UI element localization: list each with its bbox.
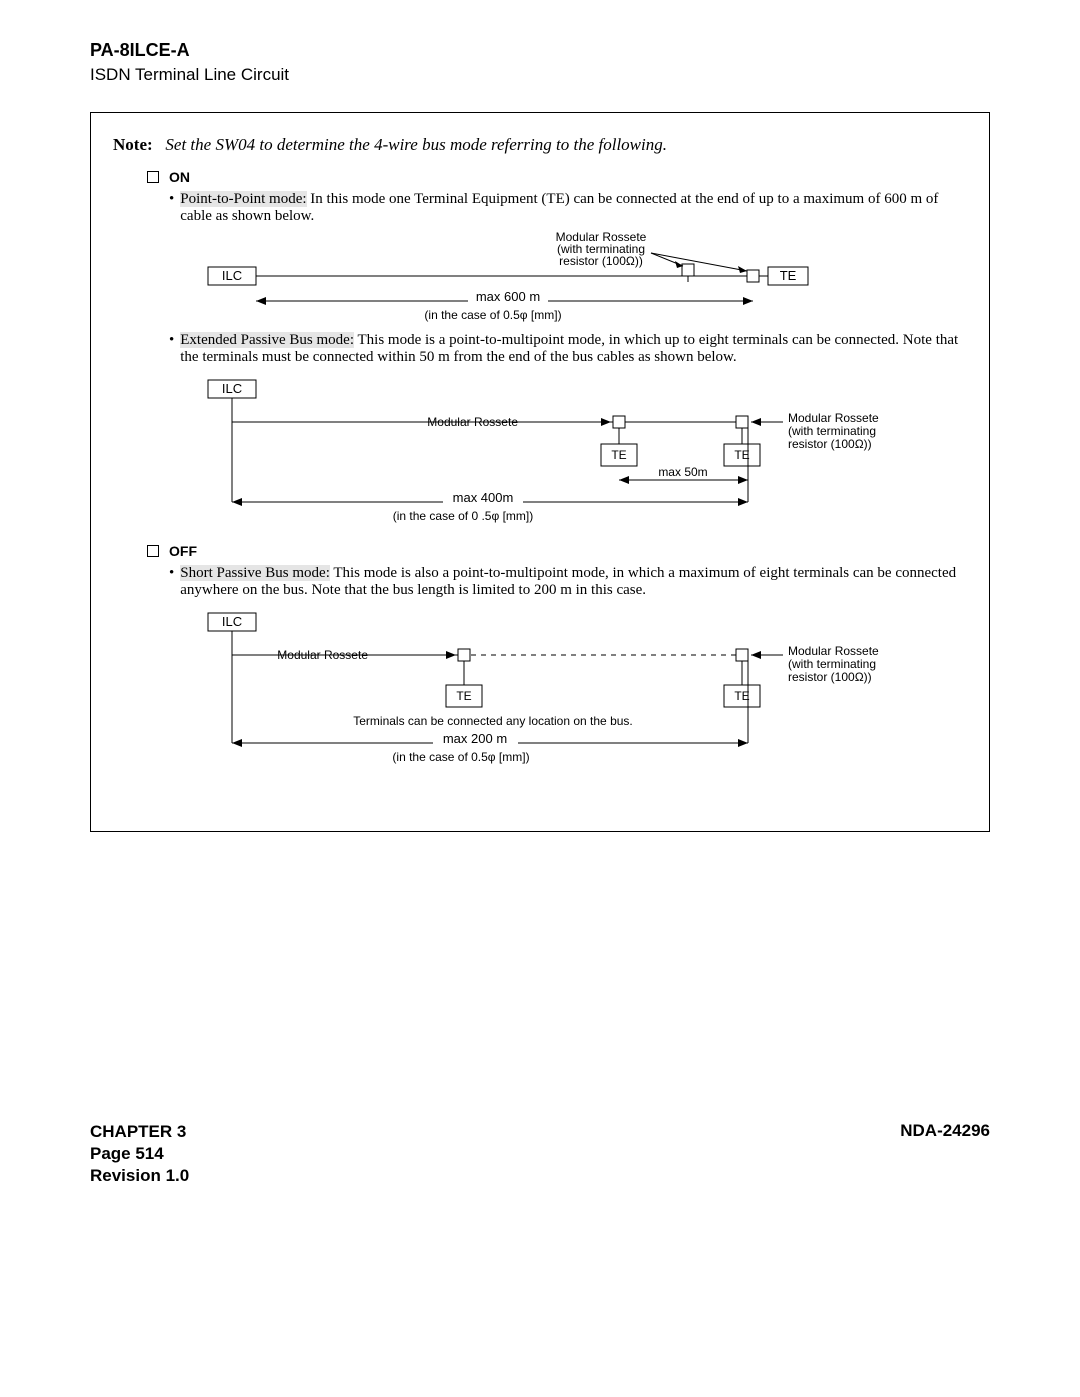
te-label: TE bbox=[456, 689, 471, 703]
ross-r2: (with terminating bbox=[788, 657, 876, 671]
ilc-label: ILC bbox=[222, 268, 242, 283]
bullet-icon: • bbox=[169, 332, 174, 366]
ross-left: Modular Rossete bbox=[277, 648, 368, 662]
page-footer: CHAPTER 3 Page 514 Revision 1.0 NDA-2429… bbox=[90, 1121, 990, 1187]
bullet-icon: • bbox=[169, 191, 174, 225]
ptp-diagram: ILC TE Modular Rossete (with terminating… bbox=[193, 231, 893, 326]
footer-revision: Revision 1.0 bbox=[90, 1165, 189, 1187]
note-label: Note: bbox=[113, 135, 153, 154]
checkbox-icon bbox=[147, 545, 159, 557]
short-mode-name: Short Passive Bus mode: bbox=[180, 565, 330, 581]
max600: max 600 m bbox=[476, 289, 540, 304]
max200: max 200 m bbox=[443, 731, 507, 746]
short-figure: ILC TE TE Modular Rossete Modular Rosset… bbox=[193, 605, 967, 775]
switch-on-row: ON bbox=[147, 169, 967, 185]
ross-r3: resistor (100Ω)) bbox=[788, 437, 872, 451]
note-text: Set the SW04 to determine the 4-wire bus… bbox=[165, 135, 667, 154]
note-line: Note: Set the SW04 to determine the 4-wi… bbox=[113, 135, 967, 155]
content-frame: Note: Set the SW04 to determine the 4-wi… bbox=[90, 112, 990, 832]
ext-mode-name: Extended Passive Bus mode: bbox=[180, 332, 354, 348]
te-label: TE bbox=[780, 268, 797, 283]
ptp-figure: ILC TE Modular Rossete (with terminating… bbox=[193, 231, 967, 326]
off-label: OFF bbox=[169, 543, 197, 559]
inthecase3: (in the case of 0.5φ [mm]) bbox=[392, 750, 529, 764]
short-bullet: • Short Passive Bus mode: This mode is a… bbox=[169, 565, 959, 599]
te-label: TE bbox=[611, 448, 626, 462]
ross-left: Modular Rossete bbox=[427, 415, 518, 429]
terms-any: Terminals can be connected any location … bbox=[353, 714, 633, 728]
ross-line3: resistor (100Ω)) bbox=[559, 254, 643, 268]
switch-off-row: OFF bbox=[147, 543, 967, 559]
te-label2: TE bbox=[734, 689, 749, 703]
footer-chapter: CHAPTER 3 bbox=[90, 1121, 189, 1143]
ext-bullet: • Extended Passive Bus mode: This mode i… bbox=[169, 332, 959, 366]
ext-figure: ILC TE TE Modular Rossete Modular Rosset… bbox=[193, 372, 967, 537]
on-label: ON bbox=[169, 169, 190, 185]
ross-r2: (with terminating bbox=[788, 424, 876, 438]
inthecase1: (in the case of 0.5φ [mm]) bbox=[424, 308, 561, 322]
bullet-icon: • bbox=[169, 565, 174, 599]
max50: max 50m bbox=[658, 465, 707, 479]
ptp-mode-name: Point-to-Point mode: bbox=[180, 191, 306, 207]
model-number: PA-8ILCE-A bbox=[90, 40, 289, 61]
inthecase2: (in the case of 0 .5φ [mm]) bbox=[393, 509, 534, 523]
ext-diagram: ILC TE TE Modular Rossete Modular Rosset… bbox=[193, 372, 913, 537]
ross-r1: Modular Rossete bbox=[788, 411, 879, 425]
ilc-label: ILC bbox=[222, 381, 242, 396]
footer-docno: NDA-24296 bbox=[900, 1121, 990, 1141]
page-header: PA-8ILCE-A ISDN Terminal Line Circuit bbox=[90, 40, 289, 85]
short-diagram: ILC TE TE Modular Rossete Modular Rosset… bbox=[193, 605, 913, 775]
max400: max 400m bbox=[453, 490, 514, 505]
ilc-label: ILC bbox=[222, 614, 242, 629]
page-subtitle: ISDN Terminal Line Circuit bbox=[90, 65, 289, 85]
ross-r3: resistor (100Ω)) bbox=[788, 670, 872, 684]
footer-page: Page 514 bbox=[90, 1143, 189, 1165]
checkbox-icon bbox=[147, 171, 159, 183]
te-label2: TE bbox=[734, 448, 749, 462]
ross-r1: Modular Rossete bbox=[788, 644, 879, 658]
ptp-bullet: • Point-to-Point mode: In this mode one … bbox=[169, 191, 959, 225]
